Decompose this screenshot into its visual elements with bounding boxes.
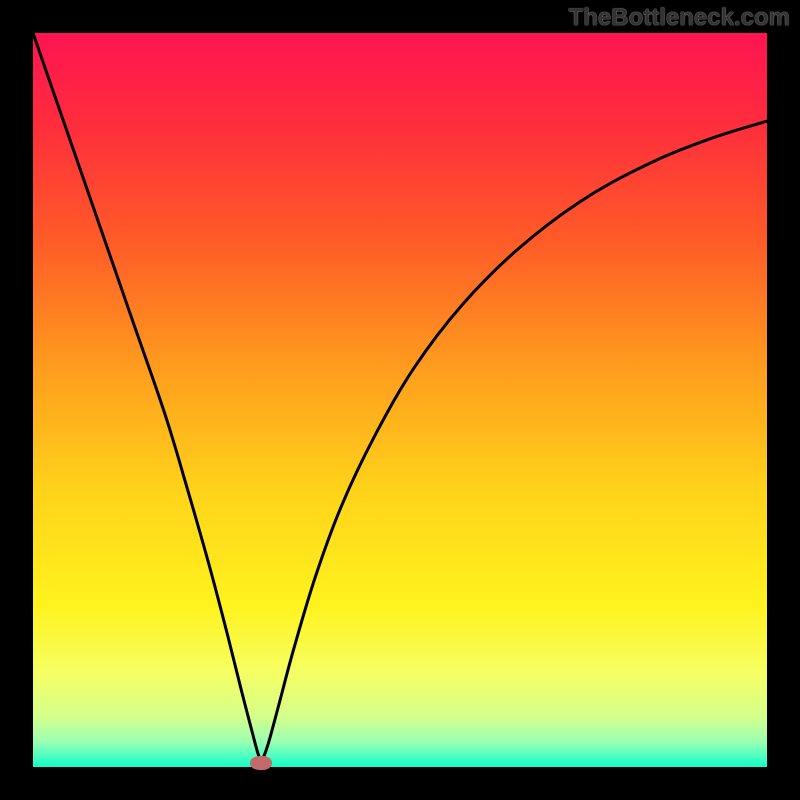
bottleneck-curve [33,33,767,767]
watermark-text: TheBottleneck.com [569,4,790,32]
plot-area [33,33,767,767]
vertex-marker [250,756,272,770]
curve-path [33,33,767,763]
chart-container: TheBottleneck.com [0,0,800,800]
